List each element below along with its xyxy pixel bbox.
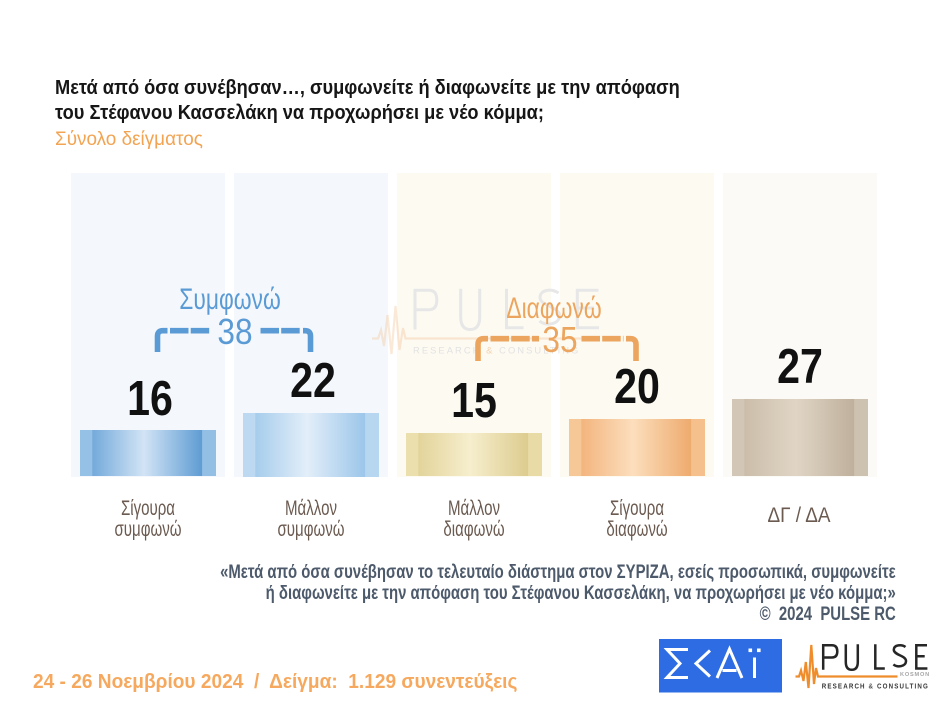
svg-text:RESEARCH & CONSULTING: RESEARCH & CONSULTING <box>822 683 929 691</box>
svg-text:KOSMON: KOSMON <box>900 672 930 678</box>
svg-text:RESEARCH & CONSULTING: RESEARCH & CONSULTING <box>413 345 580 356</box>
